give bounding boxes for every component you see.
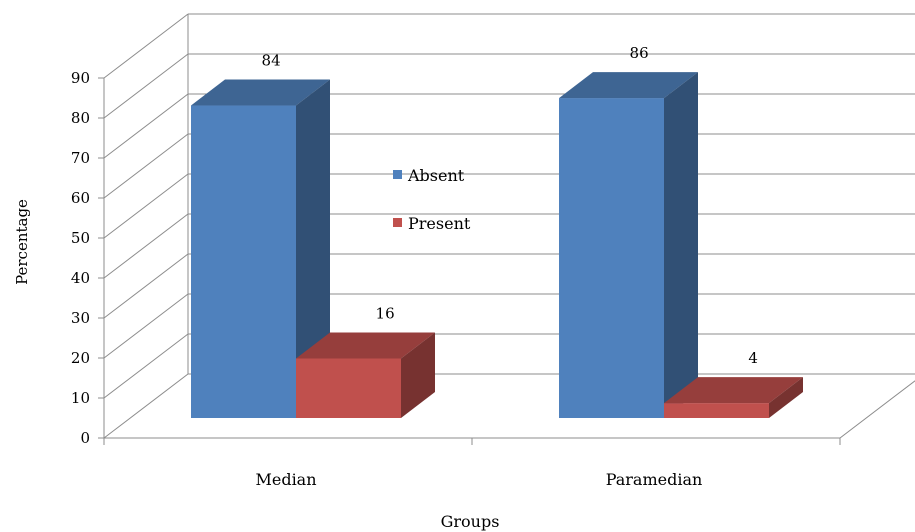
data-label: 84 xyxy=(262,52,281,70)
bar-side xyxy=(401,332,435,418)
bar-absent-median xyxy=(191,105,296,419)
gridline-side xyxy=(103,53,189,119)
y-tick-label: 80 xyxy=(71,109,90,127)
data-labels: 84 16 86 4 xyxy=(262,44,758,367)
y-axis-title: Percentage xyxy=(13,199,31,285)
gridline-side xyxy=(103,373,189,439)
data-label: 86 xyxy=(630,44,649,62)
gridline-side xyxy=(103,173,189,239)
bar-top xyxy=(664,377,803,404)
gridline-side xyxy=(103,93,189,159)
y-tick-label: 10 xyxy=(71,389,90,407)
y-tick-label: 50 xyxy=(71,229,90,247)
data-label: 4 xyxy=(748,349,758,367)
bar-present-median xyxy=(296,358,401,418)
gridline-side xyxy=(103,213,189,279)
x-tick-label: Median xyxy=(255,470,316,489)
bar-side xyxy=(769,377,803,418)
x-axis-title: Groups xyxy=(441,512,500,531)
legend-swatch xyxy=(393,218,402,227)
bar-absent-paramedian xyxy=(559,98,664,418)
bar-top xyxy=(559,72,698,99)
legend-swatch xyxy=(393,170,402,179)
legend: Absent Present xyxy=(393,166,471,233)
bar-present-paramedian xyxy=(664,403,769,418)
gridline-side xyxy=(103,133,189,199)
y-tick-label: 30 xyxy=(71,309,90,327)
y-tick-label: 20 xyxy=(71,349,90,367)
bar-top xyxy=(296,332,435,359)
gridline-side xyxy=(103,293,189,359)
data-label: 16 xyxy=(376,304,395,322)
legend-label: Present xyxy=(408,214,471,233)
y-tick-label: 70 xyxy=(71,149,90,167)
bar-side xyxy=(296,79,330,419)
gridline-side xyxy=(103,333,189,399)
x-tick-labels: Median Paramedian xyxy=(255,470,702,489)
y-tick-label: 60 xyxy=(71,189,90,207)
legend-label: Absent xyxy=(407,166,465,185)
x-tick-label: Paramedian xyxy=(606,470,703,489)
y-tick-labels: 0 10 20 30 40 50 60 70 80 90 xyxy=(71,69,90,447)
gridline-side xyxy=(103,13,189,79)
bar-side xyxy=(664,72,698,418)
y-tick-label: 0 xyxy=(80,429,90,447)
bar-top xyxy=(191,79,330,106)
y-tick-label: 40 xyxy=(71,269,90,287)
bars xyxy=(191,72,803,419)
gridline-side xyxy=(103,253,189,319)
y-tick-label: 90 xyxy=(71,69,90,87)
